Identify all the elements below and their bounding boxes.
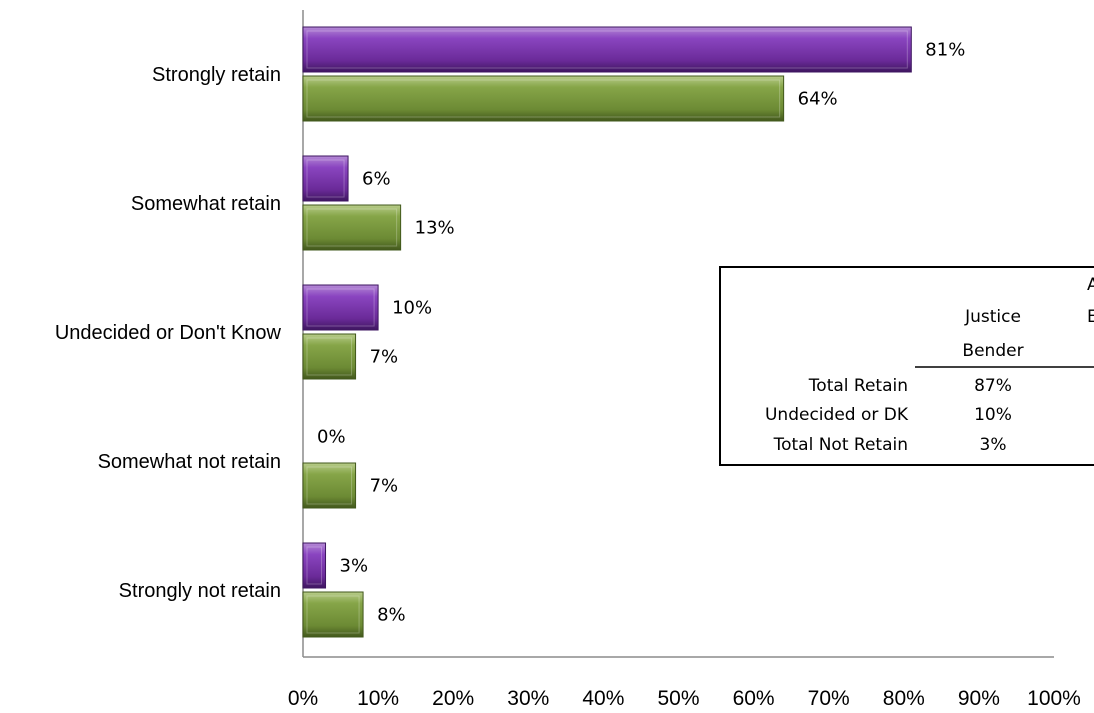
x-tick-label-70: 70% — [808, 687, 850, 710]
bar-bevel-series2-strongly-retain — [306, 79, 781, 118]
bar-series1-somewhat-retain — [302, 155, 349, 202]
bar-bevel-series2-strongly-not-retain — [306, 595, 360, 634]
category-label-strongly-retain: Strongly retain — [152, 64, 281, 86]
bar-bevel-series1-somewhat-retain — [306, 159, 345, 198]
data-label-series2-somewhat-not-retain: 7% — [370, 476, 399, 497]
x-tick-label-0: 0% — [288, 687, 318, 710]
x-tick-label-50: 50% — [657, 687, 699, 710]
table-row-value-total-not-retain: 3% — [980, 435, 1007, 455]
data-label-series1-strongly-retain: 81% — [925, 40, 965, 61]
table-header-justice: Justice — [964, 307, 1021, 327]
bar-bevel-series1-strongly-not-retain — [306, 546, 323, 585]
data-label-series2-undecided-or-don-t-know: 7% — [370, 347, 399, 368]
bar-series1-undecided-or-don-t-know — [302, 284, 379, 331]
category-label-somewhat-retain: Somewhat retain — [131, 193, 281, 215]
data-label-series1-undecided-or-don-t-know: 10% — [392, 298, 432, 319]
category-label-somewhat-not-retain: Somewhat not retain — [98, 451, 281, 473]
table-clipped-header-a: A — [1087, 275, 1094, 295]
bar-bevel-series2-somewhat-not-retain — [306, 466, 353, 505]
x-tick-label-30: 30% — [507, 687, 549, 710]
table-clipped-header-e: E — [1087, 307, 1094, 327]
bar-series2-strongly-not-retain — [302, 591, 364, 638]
table-row-label-total-retain: Total Retain — [808, 376, 908, 396]
data-label-series2-strongly-not-retain: 8% — [377, 605, 406, 626]
bar-series2-somewhat-retain — [302, 204, 402, 251]
bar-bevel-series1-strongly-retain — [306, 30, 908, 69]
table-row-value-undecided: 10% — [974, 405, 1012, 425]
table-header-bender: Bender — [962, 341, 1023, 361]
bar-bevel-series2-somewhat-retain — [306, 208, 398, 247]
x-tick-label-80: 80% — [883, 687, 925, 710]
x-tick-label-60: 60% — [733, 687, 775, 710]
x-tick-label-90: 90% — [958, 687, 1000, 710]
x-tick-label-20: 20% — [432, 687, 474, 710]
x-tick-label-10: 10% — [357, 687, 399, 710]
table-row-label-total-not-retain: Total Not Retain — [773, 435, 908, 455]
summary-table-border — [719, 266, 1094, 466]
bar-series2-somewhat-not-retain — [302, 462, 357, 509]
data-label-series1-somewhat-not-retain: 0% — [317, 427, 346, 448]
data-label-series1-strongly-not-retain: 3% — [340, 556, 369, 577]
bar-bevel-series1-undecided-or-don-t-know — [306, 288, 375, 327]
data-label-series2-strongly-retain: 64% — [798, 89, 838, 110]
data-label-series1-somewhat-retain: 6% — [362, 169, 391, 190]
bar-series2-undecided-or-don-t-know — [302, 333, 357, 380]
table-row-value-total-retain: 87% — [974, 376, 1012, 396]
bar-bevel-series2-undecided-or-don-t-know — [306, 337, 353, 376]
bar-series1-strongly-retain — [302, 26, 912, 73]
bar-series2-strongly-retain — [302, 75, 785, 122]
category-label-undecided-or-don-t-know: Undecided or Don't Know — [55, 322, 282, 344]
category-label-strongly-not-retain: Strongly not retain — [119, 580, 281, 602]
x-tick-label-100: 100% — [1027, 687, 1081, 710]
bar-series1-strongly-not-retain — [302, 542, 327, 589]
x-tick-label-40: 40% — [582, 687, 624, 710]
summary-table: A E Justice Bender Total Retain 87% Unde… — [719, 266, 1094, 466]
data-label-series2-somewhat-retain: 13% — [415, 218, 455, 239]
table-row-label-undecided: Undecided or DK — [765, 405, 909, 425]
